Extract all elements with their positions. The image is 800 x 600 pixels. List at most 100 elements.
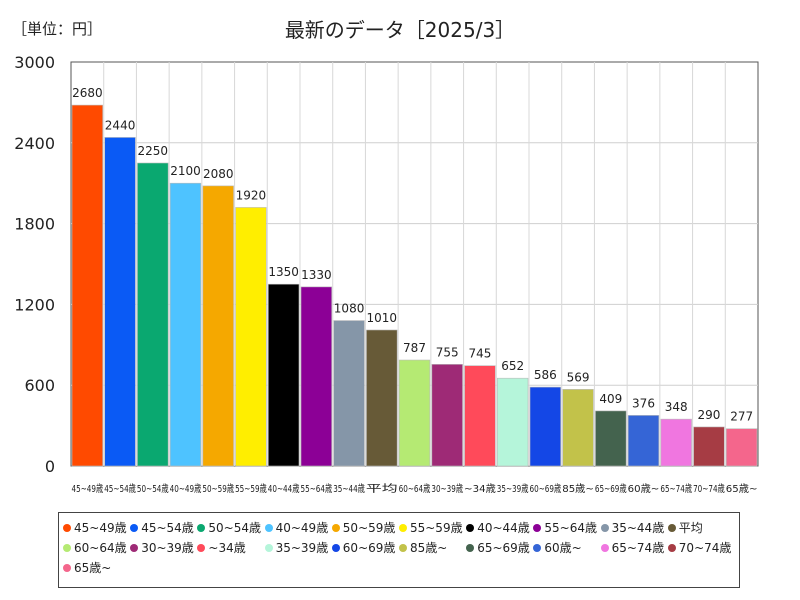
x-tick-label: 55~64歳 — [301, 483, 333, 495]
legend-item: 40~44歳 — [466, 519, 533, 536]
legend-label: 35~39歳 — [275, 541, 329, 555]
data-label: 2250 — [138, 144, 169, 158]
bar-65~69歳 — [595, 410, 627, 467]
x-tick-label: 40~49歳 — [170, 483, 202, 495]
x-tick-label: 60~69歳 — [530, 483, 562, 495]
y-tick-label: 0 — [45, 457, 55, 476]
x-tick-label: 35~44歳 — [333, 483, 365, 495]
legend-label: 60~69歳 — [342, 541, 396, 555]
x-tick-label: 65~69歳 — [595, 483, 627, 495]
legend-item: 85歳~ — [398, 539, 466, 556]
legend-label: 65~69歳 — [477, 541, 530, 555]
x-tick-label: 60歳~ — [628, 483, 660, 495]
bar-35~44歳 — [333, 320, 365, 467]
legend-label: 85歳~ — [409, 541, 448, 555]
legend-swatch — [63, 543, 71, 552]
legend-item: 30~39歳 — [130, 539, 197, 556]
legend-item: 70~74歳 — [667, 539, 735, 556]
x-tick-label: 45~49歳 — [72, 483, 104, 495]
legend-label: 50~54歳 — [208, 521, 261, 535]
bar-60歳~ — [627, 415, 660, 467]
legend-label: 30~39歳 — [141, 541, 194, 555]
legend-item: 45~49歳 — [63, 519, 130, 536]
bar-50~59歳 — [202, 185, 234, 467]
x-tick-label: 60~64歳 — [399, 483, 431, 495]
legend-label: 40~44歳 — [477, 521, 530, 535]
legend-item: 45~54歳 — [130, 519, 197, 536]
data-label: 1010 — [367, 311, 398, 325]
legend-swatch — [331, 523, 340, 532]
data-label: 2100 — [170, 164, 201, 178]
legend-swatch — [398, 543, 407, 552]
legend-swatch — [600, 543, 609, 552]
legend-swatch — [130, 543, 139, 552]
x-tick-label: 35~39歳 — [497, 483, 529, 495]
bar-60~64歳 — [398, 359, 431, 467]
legend-swatch — [63, 523, 71, 532]
legend-item: 50~54歳 — [197, 519, 264, 536]
legend-label: 55~59歳 — [409, 521, 463, 535]
y-tick-label: 2400 — [14, 134, 55, 153]
bar-60~69歳 — [529, 386, 562, 467]
legend-item: 60~69歳 — [331, 539, 399, 556]
bar-35~39歳 — [496, 377, 529, 467]
x-tick-label: 65歳~ — [726, 483, 758, 495]
legend-swatch — [331, 543, 340, 552]
data-label: 1350 — [268, 265, 299, 279]
legend-swatch — [533, 523, 542, 532]
x-tick-label: 40~44歳 — [268, 483, 300, 495]
legend-item: 40~49歳 — [264, 519, 332, 536]
legend-item: 35~44歳 — [600, 519, 668, 536]
y-tick-label: 1200 — [14, 295, 55, 314]
x-tick-label: 55~59歳 — [235, 483, 267, 495]
data-label: 652 — [501, 359, 524, 373]
legend-item: 65~69歳 — [466, 539, 533, 556]
data-label: 1330 — [301, 268, 332, 282]
legend-label: 平均 — [678, 521, 703, 535]
legend-label: 45~49歳 — [74, 521, 127, 535]
y-tick-label: 600 — [24, 376, 55, 395]
bar-40~49歳 — [169, 182, 202, 467]
legend-label: 70~74歳 — [678, 541, 732, 555]
data-label: 2080 — [203, 167, 234, 181]
chart-title: 最新のデータ［2025/3］ — [284, 18, 516, 42]
data-label: 1080 — [334, 302, 365, 316]
x-tick-label: ~34歳 — [464, 483, 496, 495]
bars — [71, 104, 758, 467]
legend-label: 60歳~ — [544, 541, 582, 555]
bar-55~64歳 — [300, 286, 333, 467]
unit-label: ［単位：円］ — [12, 20, 103, 38]
data-label: 1920 — [236, 188, 267, 202]
legend-swatch — [533, 543, 542, 552]
legend-item: 平均 — [667, 519, 735, 536]
bar-70~74歳 — [693, 426, 725, 467]
legend-swatch — [197, 543, 206, 552]
legend-swatch — [600, 523, 609, 532]
x-tick-label: 70~74歳 — [693, 483, 725, 495]
data-label: 2680 — [72, 86, 103, 100]
legend: 45~49歳 45~54歳 50~54歳 40~49歳 50~59歳 55~59歳 40~4… — [58, 512, 740, 588]
bar-50~54歳 — [137, 162, 169, 467]
legend-label: 60~64歳 — [74, 541, 127, 555]
bar-45~54歳 — [104, 137, 136, 467]
bar-平均 — [366, 329, 398, 467]
legend-swatch — [130, 523, 139, 532]
bar-~34歳 — [464, 365, 496, 467]
data-label: 290 — [697, 408, 720, 422]
bar-65~74歳 — [660, 418, 692, 467]
bar-45~49歳 — [71, 104, 104, 467]
y-tick-label: 1800 — [14, 215, 55, 234]
legend-swatch — [667, 523, 676, 532]
legend-label: 55~64歳 — [544, 521, 597, 535]
x-tick-label: 65~74歳 — [660, 483, 692, 495]
legend-item: 65歳~ — [63, 559, 130, 576]
x-tick-label: 85歳~ — [562, 483, 594, 495]
legend-item: 60~64歳 — [63, 539, 130, 556]
data-label: 787 — [403, 341, 426, 355]
legend-label: 65~74歳 — [611, 541, 665, 555]
legend-swatch — [667, 543, 676, 552]
legend-swatch — [466, 523, 475, 532]
axes: 0600120018002400300045~49歳45~54歳50~54歳40… — [14, 53, 757, 495]
